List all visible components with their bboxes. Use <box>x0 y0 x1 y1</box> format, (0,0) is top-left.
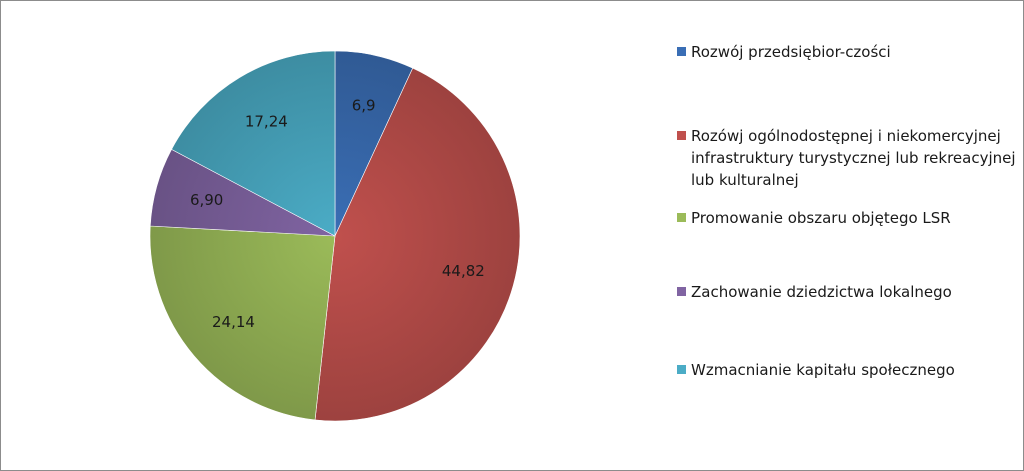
legend-item-infrastruktura: Rozówj ogólnodostępnej i niekomercyjnej … <box>677 125 1017 191</box>
legend-item-kapital-spoleczny: Wzmacnianie kapitału społecznego <box>677 359 1017 381</box>
pie-slice <box>171 50 336 237</box>
legend-label: Wzmacnianie kapitału społecznego <box>691 361 955 379</box>
legend-label: Rozówj ogólnodostępnej i niekomercyjnej … <box>691 127 1016 189</box>
data-label: 6,9 <box>352 96 376 114</box>
legend-label: Rozwój przedsiębior-czości <box>691 43 891 61</box>
legend-item-dziedzictwo-lokalne: Zachowanie dziedzictwa lokalnego <box>677 281 1017 303</box>
data-label: 44,82 <box>442 262 485 280</box>
legend-swatch <box>677 131 686 140</box>
pie-slice <box>314 67 521 422</box>
data-label: 24,14 <box>212 313 255 331</box>
data-label: 6,90 <box>190 191 223 209</box>
legend-swatch <box>677 47 686 56</box>
legend-swatch <box>677 287 686 296</box>
legend-label: Promowanie obszaru objętego LSR <box>691 209 951 227</box>
legend-swatch <box>677 365 686 374</box>
legend-item-rozwoj-przedsiebiorczosci: Rozwój przedsiębior-czości <box>677 41 1017 63</box>
legend-swatch <box>677 213 686 222</box>
data-label: 17,24 <box>245 112 288 130</box>
legend-item-promowanie-obszaru: Promowanie obszaru objętego LSR <box>677 207 1017 229</box>
legend-label: Zachowanie dziedzictwa lokalnego <box>691 283 952 301</box>
pie-slice <box>149 225 336 421</box>
